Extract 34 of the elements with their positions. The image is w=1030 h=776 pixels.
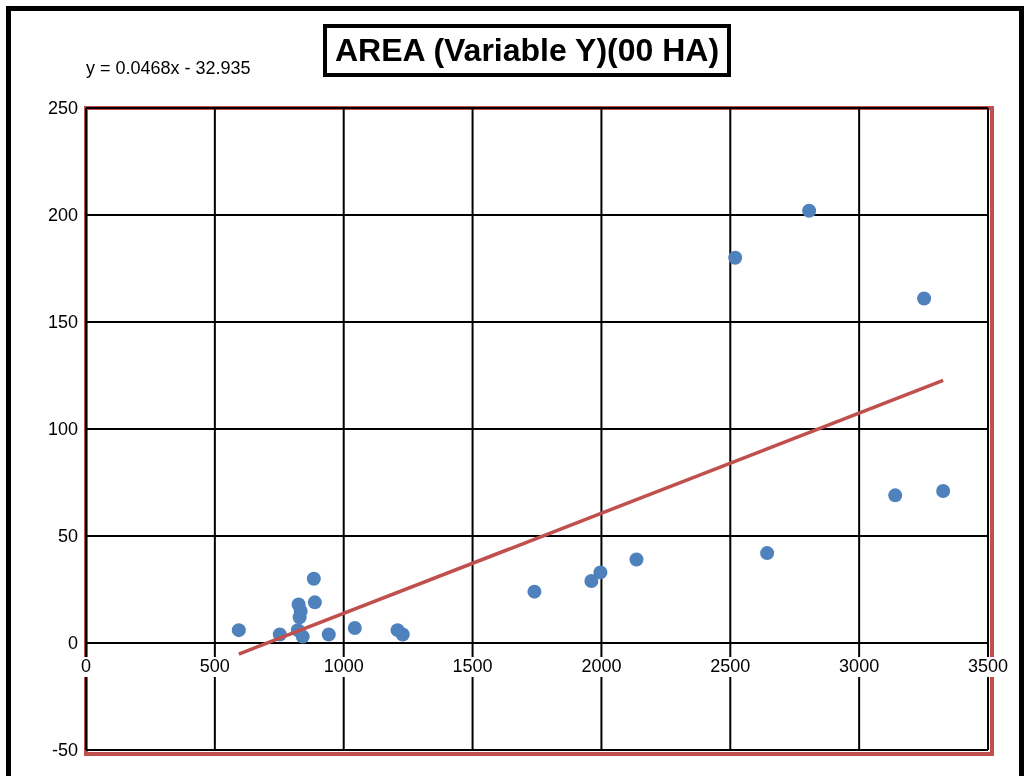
x-tick-label: 500 <box>199 656 230 676</box>
x-tick-label: 2500 <box>710 656 751 676</box>
x-tick-label: 2000 <box>581 656 622 676</box>
y-tick-label: 200 <box>47 205 78 226</box>
point <box>802 203 817 218</box>
point <box>321 627 336 642</box>
point <box>760 546 775 561</box>
point <box>347 621 362 636</box>
x-tick-label: 3000 <box>839 656 880 676</box>
x-tick-label: 0 <box>80 656 92 676</box>
point <box>629 552 644 567</box>
point <box>888 488 903 503</box>
point <box>231 623 246 638</box>
y-tick-label: 150 <box>47 312 78 333</box>
point <box>306 571 321 586</box>
x-tick-label: 1000 <box>323 656 364 676</box>
point <box>295 629 310 644</box>
point <box>527 584 542 599</box>
y-tick-label: 50 <box>57 526 78 547</box>
point <box>728 250 743 265</box>
x-tick-label: 3500 <box>967 656 1009 676</box>
point <box>395 627 410 642</box>
point <box>917 291 932 306</box>
point <box>584 573 599 588</box>
y-tick-label: 0 <box>67 633 78 654</box>
y-tick-label: -50 <box>51 740 78 761</box>
point <box>936 484 951 499</box>
y-tick-label: 100 <box>47 419 78 440</box>
y-tick-label: 250 <box>47 98 78 119</box>
chart-title: AREA (Variable Y)(00 HA) <box>323 24 732 77</box>
point <box>593 565 608 580</box>
point <box>307 595 322 610</box>
x-tick-label: 1500 <box>452 656 493 676</box>
text: y = 0.0468x - 32.935 <box>86 58 251 79</box>
